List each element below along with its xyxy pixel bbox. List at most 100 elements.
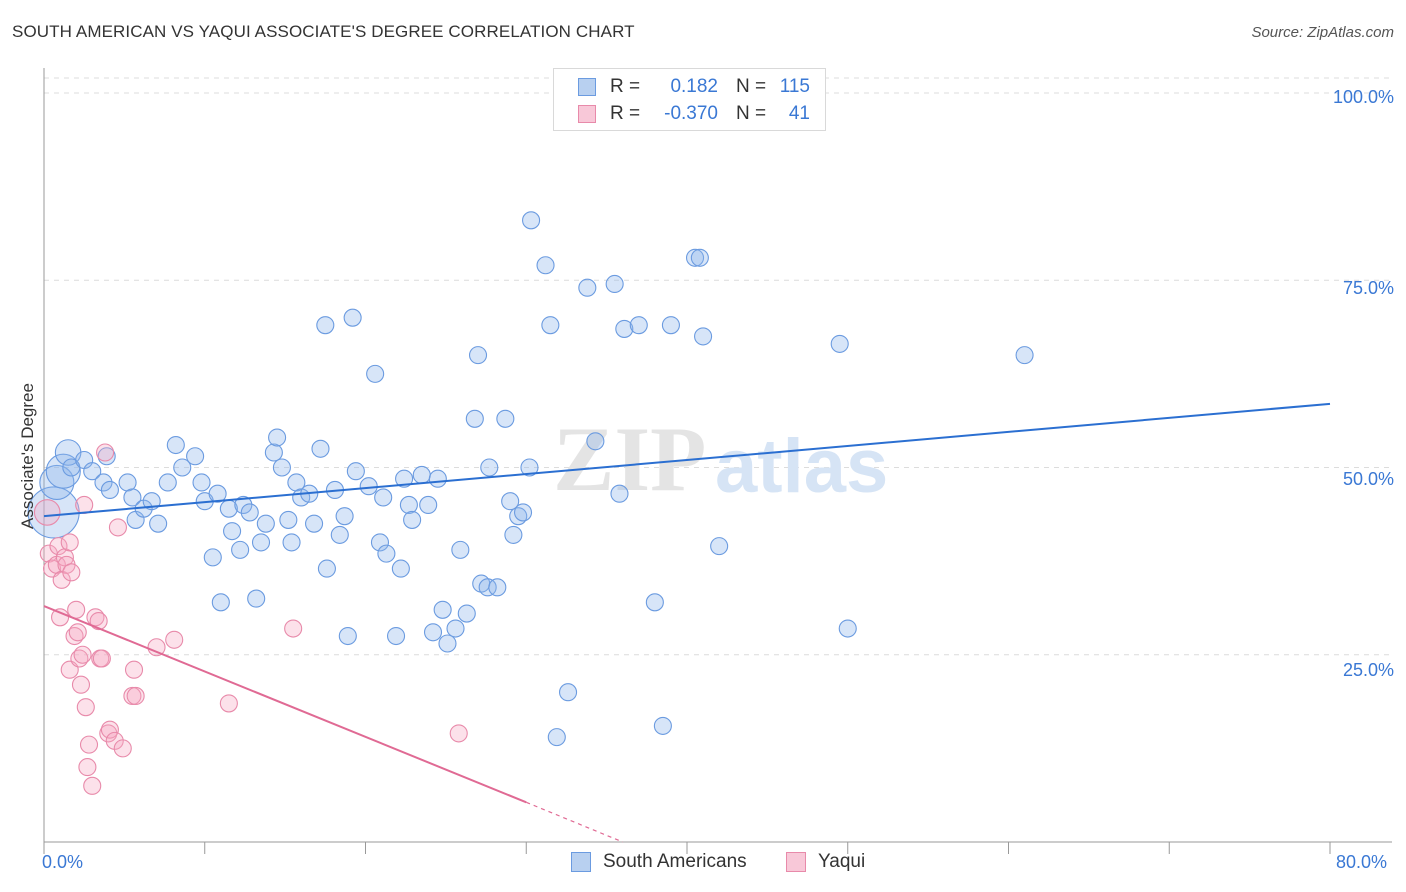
point-south-americans	[428, 469, 447, 488]
point-south-americans	[282, 533, 301, 552]
series-legend: South Americans Yaqui	[0, 851, 1406, 877]
point-yaqui	[68, 623, 87, 642]
point-yaqui	[100, 720, 119, 739]
point-yaqui	[89, 611, 108, 631]
y-axis-label: Associate's Degree	[18, 383, 37, 529]
point-south-americans	[438, 634, 457, 653]
chart-title: SOUTH AMERICAN VS YAQUI ASSOCIATE'S DEGR…	[12, 22, 635, 41]
point-south-americans	[547, 728, 566, 747]
point-yaqui	[126, 686, 145, 705]
watermark-atlas: atlas	[715, 424, 888, 509]
point-south-americans	[346, 462, 365, 481]
point-yaqui	[51, 608, 70, 627]
point-yaqui	[449, 724, 468, 743]
legend-row-yaqui: R = -0.370 N = 41	[578, 102, 810, 126]
point-south-americans	[192, 473, 211, 492]
point-south-americans	[653, 716, 672, 735]
point-south-americans	[536, 256, 555, 275]
point-south-americans	[370, 533, 390, 552]
point-yaqui	[73, 645, 92, 664]
point-south-americans	[335, 507, 354, 526]
point-south-americans	[268, 428, 287, 447]
point-south-americans	[100, 480, 119, 500]
point-south-americans	[830, 334, 849, 353]
point-south-americans	[264, 443, 283, 462]
point-south-americans	[186, 447, 205, 466]
point-south-americans	[208, 484, 227, 503]
point-south-americans	[166, 435, 185, 455]
point-south-americans	[118, 473, 137, 492]
point-south-americans	[451, 540, 470, 559]
point-south-americans	[158, 473, 177, 492]
point-south-americans	[468, 346, 488, 365]
point-yaqui	[78, 758, 97, 777]
point-south-americans	[645, 593, 664, 612]
point-yaqui	[83, 776, 102, 795]
point-south-americans	[423, 623, 443, 642]
point-south-americans	[374, 488, 393, 507]
point-yaqui	[60, 533, 79, 552]
point-south-americans	[615, 319, 634, 338]
point-south-americans	[311, 439, 330, 458]
x-tick-label-min: 0.0%	[42, 852, 84, 872]
point-south-americans	[377, 544, 396, 563]
point-south-americans	[279, 510, 298, 529]
point-south-americans	[1015, 346, 1034, 365]
correlation-legend: R = 0.182 N = 115 R = -0.370 N = 41	[553, 68, 826, 131]
point-south-americans	[710, 537, 729, 556]
point-south-americans	[399, 495, 418, 514]
point-south-americans	[838, 619, 857, 638]
point-south-americans	[541, 316, 560, 335]
trend-line-south-americans	[43, 402, 1331, 518]
y-tick-label-25: 25.0%	[1342, 660, 1394, 680]
point-south-americans	[558, 683, 578, 702]
point-south-americans	[173, 458, 192, 477]
point-south-americans	[343, 308, 362, 327]
point-south-americans	[629, 316, 648, 335]
point-south-americans	[231, 540, 250, 559]
r-label: R =	[610, 76, 641, 97]
point-south-americans	[123, 488, 142, 507]
r-value: -0.370	[664, 103, 718, 124]
legend-swatch-blue	[578, 78, 596, 96]
point-south-americans	[465, 409, 484, 428]
point-yaqui	[219, 694, 238, 713]
y-tick-label-50: 50.0%	[1342, 469, 1394, 489]
legend-label: South Americans	[603, 851, 747, 872]
trend-line-yaqui-extension	[526, 801, 623, 843]
point-yaqui	[92, 649, 111, 668]
point-south-americans	[446, 619, 465, 638]
point-south-americans	[395, 469, 414, 488]
point-yaqui	[284, 619, 303, 638]
point-south-americans	[586, 432, 605, 451]
point-south-americans	[496, 409, 515, 428]
point-south-americans	[330, 525, 349, 544]
point-south-americans	[433, 600, 452, 619]
point-south-americans	[504, 525, 523, 544]
r-value: 0.182	[670, 76, 718, 97]
point-south-americans	[316, 316, 335, 335]
point-yaqui	[33, 499, 61, 526]
point-south-americans	[366, 364, 385, 383]
point-south-americans	[578, 278, 597, 297]
y-tick-label-100: 100.0%	[1332, 87, 1394, 107]
point-yaqui	[147, 638, 166, 657]
point-south-americans	[685, 248, 705, 267]
point-south-americans	[251, 533, 271, 552]
point-yaqui	[71, 675, 91, 694]
y-tick-label-75: 75.0%	[1342, 278, 1394, 298]
point-south-americans	[403, 510, 422, 529]
r-label: R =	[610, 103, 641, 124]
point-south-americans	[359, 477, 378, 496]
point-south-americans	[480, 458, 499, 477]
watermark-zip: ZIP	[553, 408, 706, 510]
point-south-americans	[272, 458, 291, 477]
point-south-americans	[457, 604, 476, 623]
point-south-americans	[305, 514, 324, 533]
trend-line-yaqui	[43, 605, 527, 804]
point-south-americans	[83, 462, 102, 481]
point-yaqui	[96, 443, 115, 462]
legend-swatch-pink	[786, 852, 806, 872]
point-yaqui	[79, 735, 99, 754]
